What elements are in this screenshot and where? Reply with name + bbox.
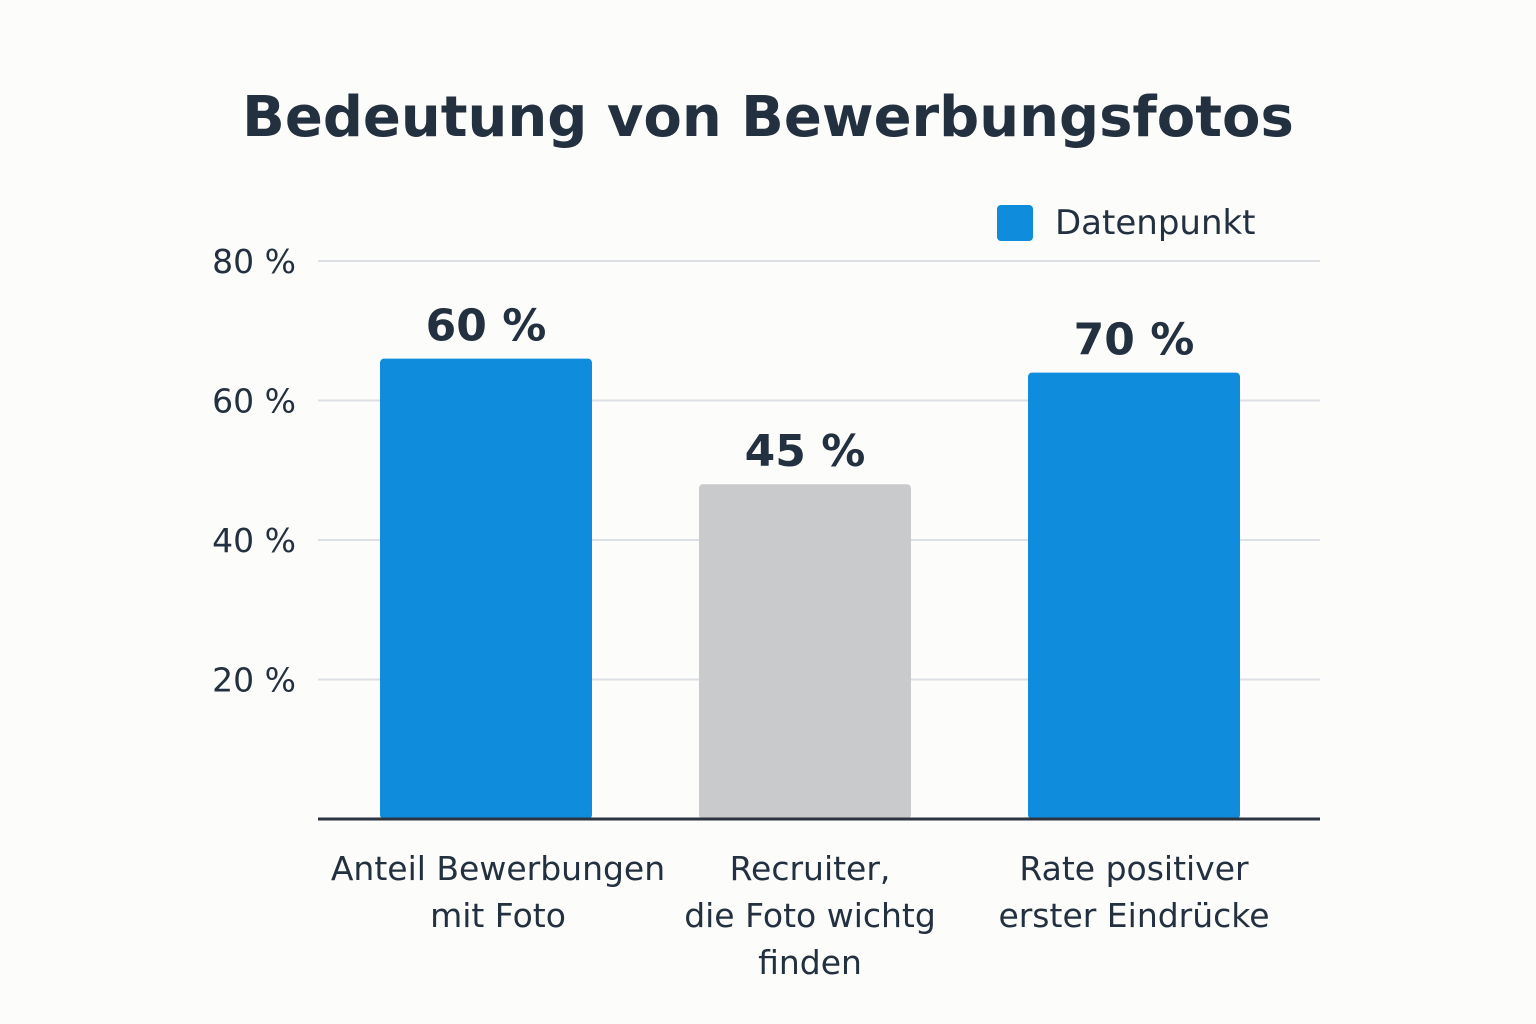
x-category-label: Recruiter, die Foto wichtg finden bbox=[684, 849, 936, 982]
x-category-label-line: mit Foto bbox=[430, 896, 566, 935]
legend-swatch bbox=[997, 205, 1033, 241]
chart-title: Bedeutung von Bewerbungsfotos bbox=[242, 85, 1294, 150]
x-category-label: Anteil Bewerbungen mit Foto bbox=[331, 849, 665, 935]
x-category-label-line: Rate positiver bbox=[1019, 849, 1249, 888]
bar-3 bbox=[1028, 372, 1240, 819]
x-category-label-line: Anteil Bewerbungen bbox=[331, 849, 665, 888]
legend-label: Datenpunkt bbox=[1055, 203, 1256, 243]
y-tick-label: 60 % bbox=[212, 382, 296, 421]
data-label-3: 70 % bbox=[1074, 315, 1195, 366]
data-label-1: 60 % bbox=[426, 301, 547, 352]
x-category-label-line: erster Eindrücke bbox=[998, 896, 1269, 935]
bar-2 bbox=[699, 484, 911, 819]
y-tick-label: 80 % bbox=[212, 242, 296, 281]
x-category-label: Rate positiver erster Eindrücke bbox=[998, 849, 1269, 935]
data-label-2: 45 % bbox=[745, 426, 866, 477]
y-tick-label: 20 % bbox=[212, 661, 296, 700]
x-category-label-line: Recruiter, bbox=[730, 849, 891, 888]
x-category-label-line: die Foto wichtg bbox=[684, 896, 936, 935]
x-category-label-line: finden bbox=[758, 943, 862, 982]
y-tick-label: 40 % bbox=[212, 521, 296, 560]
bar-1 bbox=[380, 358, 592, 819]
